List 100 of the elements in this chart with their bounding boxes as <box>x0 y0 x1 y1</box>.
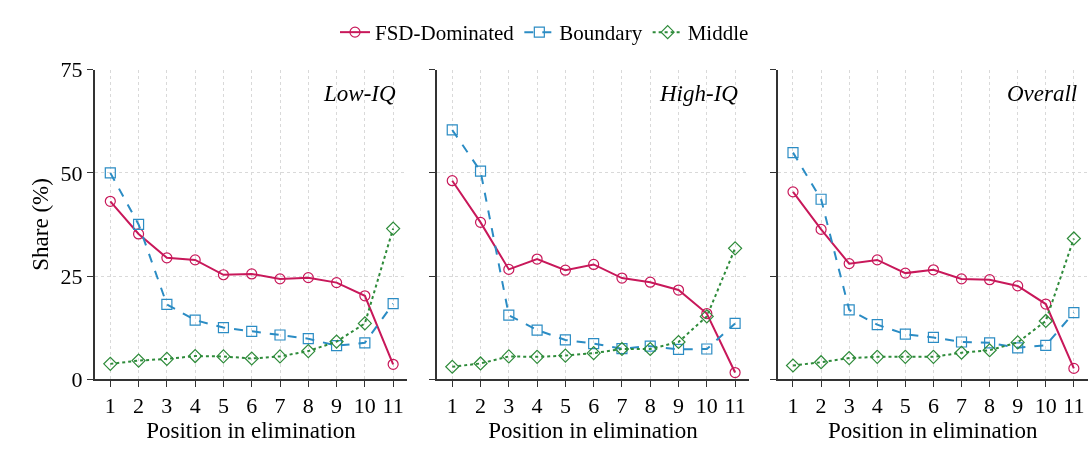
point <box>699 309 714 324</box>
point <box>785 358 801 373</box>
point <box>701 307 713 320</box>
point <box>474 216 487 228</box>
point <box>729 366 741 379</box>
point <box>1068 362 1080 375</box>
point <box>359 337 371 349</box>
point <box>531 253 543 265</box>
x-tick-label: 4 <box>871 393 883 419</box>
x-tick-label: 8 <box>984 393 996 419</box>
point <box>531 324 543 336</box>
point <box>926 349 941 364</box>
point <box>503 309 515 321</box>
point <box>559 264 571 276</box>
point <box>188 348 203 364</box>
x-tick-label: 10 <box>353 393 376 419</box>
point <box>501 349 516 364</box>
point <box>899 328 911 340</box>
point <box>474 165 487 177</box>
point <box>558 348 573 363</box>
point <box>359 290 371 302</box>
point <box>701 343 713 355</box>
point <box>842 351 857 366</box>
point <box>787 186 799 198</box>
x-tick-label: 10 <box>1034 393 1057 419</box>
point <box>387 358 399 370</box>
point <box>329 334 344 349</box>
point <box>244 351 259 366</box>
point <box>189 314 201 326</box>
x-tick-label: 1 <box>446 393 458 419</box>
point <box>588 258 600 271</box>
point <box>984 274 996 286</box>
point <box>357 316 372 331</box>
point <box>644 276 656 288</box>
x-tick-label: 4 <box>531 393 543 419</box>
point <box>387 298 399 310</box>
point <box>161 252 173 264</box>
text: High-IQ <box>659 81 739 106</box>
point <box>643 341 658 357</box>
x-tick-label: 1 <box>787 393 799 419</box>
point <box>1066 231 1081 246</box>
x-tick-label: 5 <box>899 393 911 419</box>
point <box>301 343 316 359</box>
point <box>787 147 799 159</box>
point <box>1010 335 1025 350</box>
point <box>815 193 827 205</box>
x-tick-label: 9 <box>673 393 685 419</box>
point <box>927 331 940 344</box>
point <box>982 343 997 358</box>
point <box>586 346 601 361</box>
point <box>672 284 685 296</box>
point <box>871 319 883 331</box>
point <box>954 345 969 360</box>
point <box>871 254 883 266</box>
point <box>729 317 741 330</box>
y-tick-label: 25 <box>60 263 83 289</box>
point <box>870 349 885 364</box>
point <box>103 356 118 371</box>
point <box>445 359 460 374</box>
point <box>843 304 855 316</box>
point <box>1012 342 1024 354</box>
point <box>216 349 231 364</box>
point <box>955 273 968 285</box>
point <box>1038 313 1053 329</box>
x-tick-label: 7 <box>956 393 968 419</box>
point <box>727 241 743 256</box>
point <box>899 267 911 279</box>
x-tick-label: 5 <box>217 393 229 419</box>
point <box>530 349 545 364</box>
point <box>217 321 230 334</box>
point <box>104 167 116 179</box>
x-tick-label: 9 <box>331 393 343 419</box>
x-tick-label: 8 <box>302 393 314 419</box>
x-tick-label: 6 <box>588 393 600 419</box>
text: Low-IQ <box>323 81 396 106</box>
x-tick-label: 8 <box>644 393 656 419</box>
x-tick-label: 11 <box>724 393 746 419</box>
point <box>159 351 174 367</box>
point <box>843 258 855 270</box>
point <box>813 355 829 370</box>
x-tick-label: 5 <box>559 393 571 419</box>
y-tick-label: 75 <box>60 57 83 83</box>
point <box>955 336 968 348</box>
point <box>1040 298 1052 310</box>
point <box>302 333 314 345</box>
point <box>330 277 343 289</box>
point <box>272 349 288 364</box>
text: Overall <box>1007 81 1078 106</box>
point <box>1068 307 1080 319</box>
point <box>984 337 996 349</box>
x-tick-label: 3 <box>161 393 173 419</box>
y-tick-label: 50 <box>60 160 83 186</box>
point <box>927 264 940 276</box>
x-tick-label: 3 <box>843 393 855 419</box>
legend-label: Boundary <box>559 21 643 46</box>
point <box>588 338 600 350</box>
point <box>898 349 913 364</box>
point <box>302 272 314 284</box>
x-tick-label: 6 <box>927 393 939 419</box>
point <box>559 334 571 346</box>
